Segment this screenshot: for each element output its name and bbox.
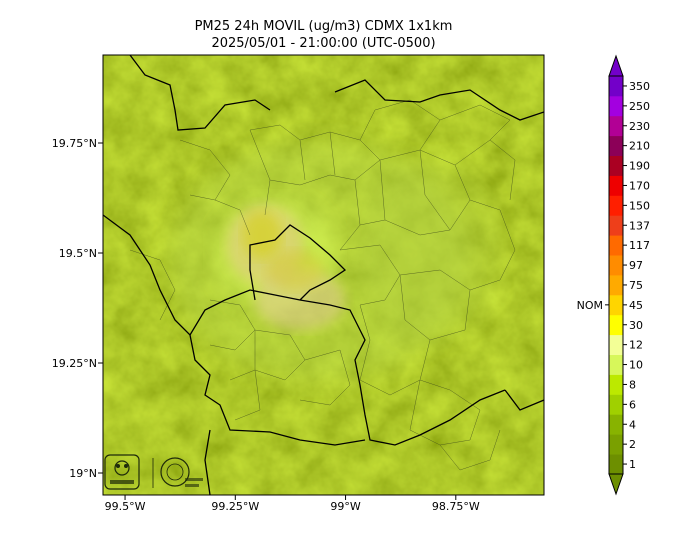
colorbar-tick-label: 12 bbox=[629, 339, 643, 352]
municipal-boundaries bbox=[129, 99, 516, 471]
lon-tick-label: 99.5°W bbox=[105, 500, 146, 513]
colorbar: 1246810123045759711713715017019021023025… bbox=[577, 54, 650, 496]
map-timestamp: 2025/05/01 - 21:00:00 (UTC-0500) bbox=[211, 36, 436, 51]
lat-tick-label: 19.5°N bbox=[59, 247, 97, 260]
colorbar-tick-label: 190 bbox=[629, 160, 650, 173]
colorbar-tick-label: 45 bbox=[629, 299, 643, 312]
pm25-zone-high bbox=[242, 211, 282, 259]
colorbar-min-extension bbox=[608, 473, 624, 496]
northeast-boundary bbox=[334, 79, 544, 121]
colorbar-tick-label: 170 bbox=[629, 179, 650, 192]
lat-tick-label: 19.25°N bbox=[52, 357, 97, 370]
valley-boundary bbox=[103, 214, 506, 446]
colorbar-tick-label: 250 bbox=[629, 100, 650, 113]
colorbar-segment bbox=[609, 434, 623, 455]
lon-tick-label: 99.25°W bbox=[211, 500, 259, 513]
colorbar-frame bbox=[608, 75, 624, 475]
colorbar-tick-label: 97 bbox=[629, 259, 643, 272]
colorbar-segment bbox=[609, 115, 623, 137]
colorbar-segment bbox=[609, 454, 623, 475]
colorbar-segment bbox=[609, 314, 623, 336]
colorbar-segment bbox=[609, 135, 623, 156]
colorbar-tick-label: 350 bbox=[629, 80, 650, 93]
nom-label: NOM bbox=[577, 299, 603, 312]
cdmx-seal bbox=[152, 457, 203, 488]
colorbar-segment bbox=[609, 195, 623, 216]
map-title: PM25 24h MOVIL (ug/m3) CDMX 1x1km bbox=[194, 19, 453, 34]
colorbar-tick-label: 4 bbox=[629, 418, 636, 431]
colorbar-segment bbox=[609, 374, 623, 395]
state-boundaries bbox=[103, 55, 544, 495]
longitude-axis: 99.5°W 99.25°W 99°W 98.75°W bbox=[105, 495, 480, 513]
colorbar-tick-label: 6 bbox=[629, 398, 636, 411]
colorbar-tick-label: 210 bbox=[629, 140, 650, 153]
colorbar-segment bbox=[609, 414, 623, 435]
colorbar-tick-label: 75 bbox=[629, 279, 643, 292]
southwest-boundary bbox=[204, 429, 211, 495]
colorbar-tick-label: 10 bbox=[629, 359, 643, 372]
lon-tick-label: 99°W bbox=[330, 500, 360, 513]
colorbar-tick-label: 2 bbox=[629, 438, 636, 451]
colorbar-tick-label: 230 bbox=[629, 120, 650, 133]
colorbar-tick-label: 30 bbox=[629, 319, 643, 332]
lon-tick-label: 98.75°W bbox=[432, 500, 480, 513]
colorbar-max-extension bbox=[608, 54, 624, 77]
colorbar-segment bbox=[609, 175, 623, 196]
colorbar-segment bbox=[609, 394, 623, 415]
cdmx-north-boundary bbox=[249, 224, 347, 301]
northwest-boundary bbox=[129, 55, 271, 131]
colorbar-segment bbox=[609, 95, 623, 117]
colorbar-segment bbox=[609, 215, 623, 236]
sedema-logo bbox=[104, 454, 140, 490]
colorbar-segment bbox=[609, 255, 623, 276]
colorbar-tick-label: 150 bbox=[629, 199, 650, 212]
colorbar-segment bbox=[609, 235, 623, 256]
lat-tick-label: 19°N bbox=[69, 467, 97, 480]
colorbar-segment bbox=[609, 294, 623, 316]
colorbar-segment bbox=[609, 155, 623, 176]
colorbar-segment bbox=[609, 354, 623, 375]
colorbar-segment bbox=[609, 76, 623, 97]
colorbar-segment bbox=[609, 334, 623, 355]
colorbar-tick-label: 117 bbox=[629, 239, 650, 252]
east-lowland bbox=[360, 160, 500, 340]
colorbar-segment bbox=[609, 275, 623, 296]
lat-tick-label: 19.75°N bbox=[52, 137, 97, 150]
east-boundary bbox=[504, 389, 544, 411]
pm25-zone-high-center bbox=[267, 250, 323, 290]
map-frame bbox=[102, 54, 545, 496]
pm25-map bbox=[103, 55, 544, 495]
latitude-axis: 19.75°N 19.5°N 19.25°N 19°N bbox=[52, 137, 103, 480]
colorbar-tick-label: 1 bbox=[629, 458, 636, 471]
colorbar-tick-label: 8 bbox=[629, 378, 636, 391]
colorbar-tick-label: 137 bbox=[629, 219, 650, 232]
cdmx-south-boundary bbox=[189, 334, 366, 446]
